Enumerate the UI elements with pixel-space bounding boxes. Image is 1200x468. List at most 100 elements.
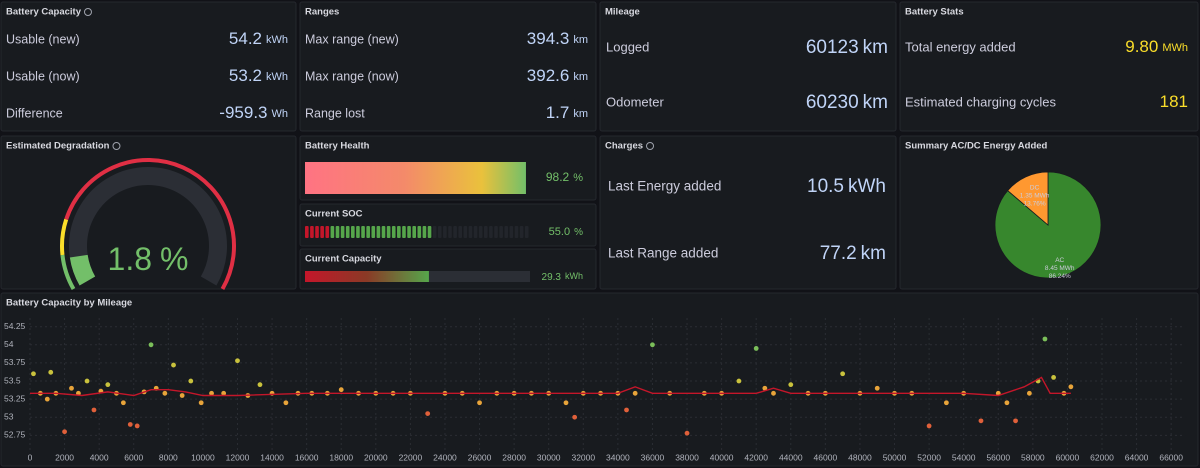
bar-value: 55.0% [549,226,583,238]
stat-value: 1.7 km [546,103,588,122]
stat-label: Odometer [606,94,664,109]
x-tick-label: 66000 [1159,452,1183,462]
stat-label: Max range (now) [305,69,399,83]
soc-segment-empty [463,226,468,238]
x-tick-label: 30000 [537,452,561,462]
x-tick-label: 16000 [295,452,319,462]
unit: kWh [266,34,288,46]
stat-value: 54.2 kWh [229,29,288,48]
x-tick-label: 8000 [159,452,178,462]
panel [899,1,1199,132]
soc-segment [356,226,360,238]
soc-segment-empty [437,226,442,238]
soc-segment [386,226,391,238]
unit: kWh [848,176,886,197]
soc-segment-empty [458,226,463,238]
unit: % [573,172,583,184]
y-tick-label: 53.5 [4,375,21,385]
value: 9.80 [1125,37,1158,56]
stat-label: Difference [6,106,63,120]
x-tick-label: 2000 [55,452,74,462]
soc-segment [427,226,432,238]
soc-segment [391,226,396,238]
soc-segment-empty [448,226,452,238]
gauge-track [69,167,227,286]
info-icon [83,8,92,16]
point [283,400,289,406]
stat-value: 53.2 kWh [229,66,288,85]
soc-segment [310,226,314,238]
point [926,423,932,429]
value: 394.3 [527,29,570,48]
stat-value: 10.5 kWh [807,176,886,197]
bar-value: 29.3 kWh [542,271,583,282]
point [1051,374,1056,380]
pie-label: DC [1030,185,1040,192]
soc-segment [320,226,324,238]
soc-segment-empty [509,226,514,238]
y-tick-label: 52.75 [4,430,26,440]
x-tick-label: 6000 [124,452,143,462]
x-tick-label: 14000 [260,452,284,462]
unit: % [574,227,583,238]
unit: km [863,37,888,58]
stat-label: Usable (new) [6,32,80,46]
point [198,400,204,406]
soc-segment [330,226,335,238]
unit: km [573,71,588,83]
soc-segment-empty [519,226,524,238]
soc-segment [305,226,309,238]
stat-label: Range lost [305,106,365,120]
pie-label: 86.24% [1049,273,1071,280]
gauge-threshold [64,158,236,290]
stat-value: 392.6 km [527,66,588,85]
point [632,390,638,396]
point [257,382,263,388]
stat-value: 394.3 km [527,29,588,48]
point [563,400,569,406]
x-tick-label: 10000 [191,452,215,462]
value: 392.6 [527,66,570,85]
x-tick-label: 18000 [329,452,353,462]
value: 53.2 [229,66,262,85]
x-tick-label: 48000 [848,452,872,462]
point [943,400,949,406]
panel [0,292,1199,467]
x-tick-label: 56000 [986,452,1010,462]
x-tick-label: 40000 [710,452,734,462]
gauge-threshold [60,218,69,256]
value: 1.8 [108,241,152,277]
pie-label: AC [1055,257,1064,264]
bar-value: 98.2% [546,170,583,184]
point [120,400,126,406]
point [762,385,768,391]
value: 60123 [806,37,859,58]
x-tick-label: 20000 [364,452,388,462]
panel-title: Battery Stats [905,7,964,18]
value: 60230 [806,92,859,113]
point [134,423,140,429]
unit: kWh [266,71,288,83]
value: -959.3 [219,103,267,122]
point [69,385,74,391]
panel-title: Ranges [305,7,339,18]
panel-title: Current Capacity [305,254,382,265]
soc-segment [351,226,355,238]
x-tick-label: 24000 [433,452,457,462]
point [62,429,67,435]
gauge-value [69,254,96,286]
point [624,407,629,413]
soc-segment [345,226,350,238]
x-tick-label: 44000 [779,452,803,462]
soc-segment [361,226,365,238]
point [221,390,227,396]
x-tick-label: 34000 [606,452,630,462]
value: 54.2 [229,29,262,48]
panel-title: Battery Capacity [6,7,82,18]
unit: km [573,34,588,46]
x-tick-label: 64000 [1125,452,1149,462]
point [1004,400,1010,406]
x-tick-label: 42000 [744,452,768,462]
